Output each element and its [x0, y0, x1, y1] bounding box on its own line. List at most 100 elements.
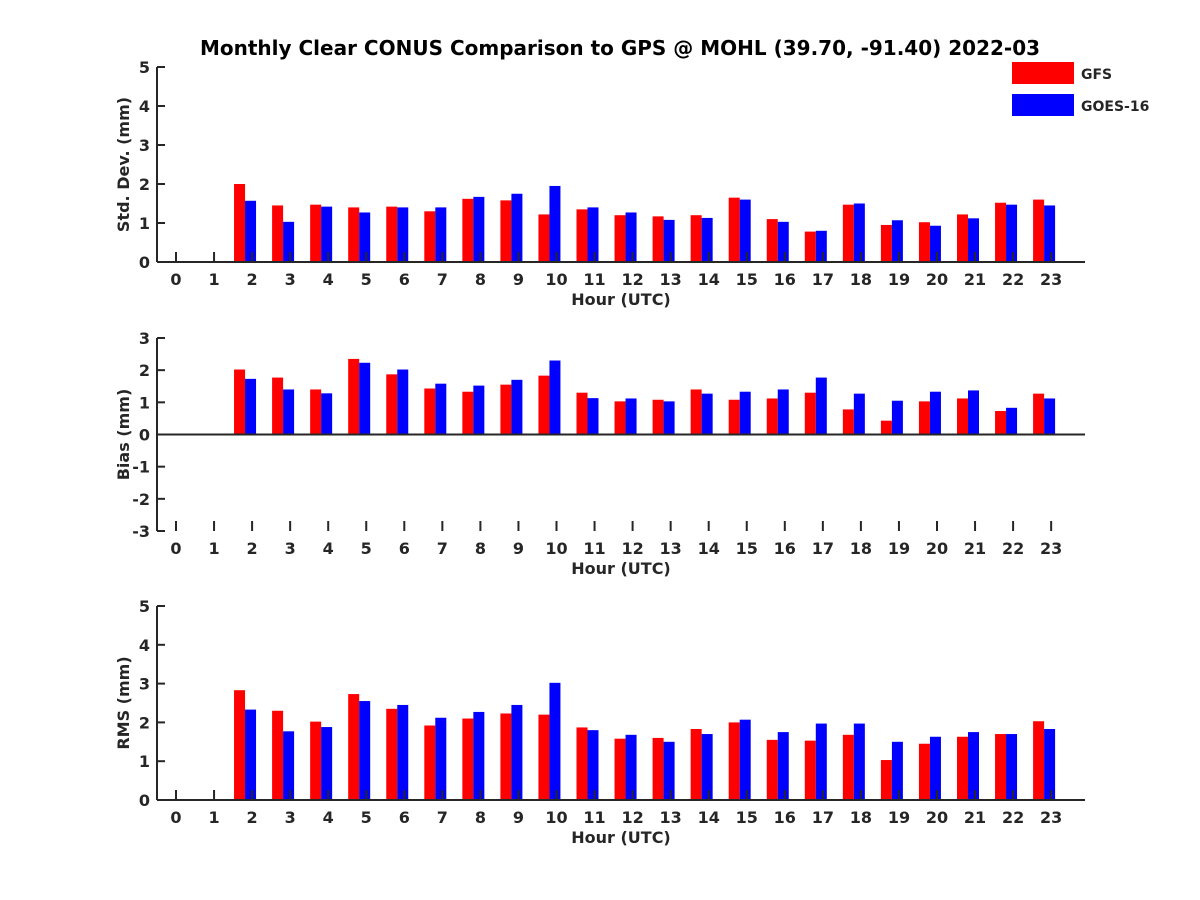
bar-goes-16-hour-7: [473, 196, 485, 262]
bar-goes-16-hour-20: [968, 732, 979, 800]
bar-goes-16-hour-19: [929, 391, 941, 435]
bar-goes-16-hour-3: [321, 393, 333, 435]
bar-goes-16-hour-13: [701, 734, 713, 800]
bar-goes-16-hour-21: [1006, 407, 1018, 435]
bar-goes-16-hour-17: [853, 393, 865, 435]
bar-gfs-hour-22: [1033, 721, 1045, 800]
bar-gfs-hour-1: [234, 369, 246, 435]
bar-gfs-hour-19: [918, 743, 930, 800]
x-tick-label: 5: [361, 539, 372, 558]
bar-goes-16-hour-3: [321, 727, 333, 800]
bar-gfs-hour-16: [804, 740, 816, 800]
x-tick-label: 9: [513, 270, 524, 289]
bar-goes-16-hour-8: [511, 379, 523, 435]
x-tick-label: 20: [926, 539, 948, 558]
y-axis-label: RMS (mm): [114, 656, 133, 749]
x-tick-label: 19: [888, 539, 910, 558]
bar-gfs-hour-18: [880, 420, 892, 435]
bar-gfs-hour-8: [500, 713, 512, 800]
bar-gfs-hour-13: [690, 215, 702, 262]
bar-gfs-hour-17: [842, 204, 854, 262]
bar-gfs-hour-13: [690, 389, 702, 435]
bar-gfs-hour-2: [272, 205, 284, 262]
x-axis-label: Hour (UTC): [571, 828, 671, 847]
x-tick-label: 11: [583, 808, 605, 827]
bar-gfs-hour-9: [538, 714, 550, 800]
x-tick-label: 15: [736, 539, 758, 558]
x-tick-label: 15: [736, 270, 758, 289]
bar-goes-16-hour-21: [1006, 204, 1018, 262]
bar-gfs-hour-3: [310, 389, 322, 435]
bar-gfs-hour-3: [310, 204, 322, 262]
bar-gfs-hour-2: [272, 710, 284, 800]
bar-goes-16-hour-8: [511, 193, 523, 262]
bar-goes-16-hour-7: [473, 385, 485, 435]
x-tick-label: 18: [850, 539, 872, 558]
legend-swatch-gfs: [1012, 62, 1074, 84]
y-tick-label: 0: [139, 426, 150, 445]
bar-goes-16-hour-19: [929, 736, 941, 800]
bar-goes-16-hour-5: [397, 207, 409, 262]
bar-goes-16-hour-18: [891, 400, 903, 435]
bar-goes-16-hour-5: [397, 704, 409, 800]
y-tick-label: 3: [139, 329, 150, 348]
x-tick-label: 6: [399, 539, 410, 558]
x-tick-label: 7: [437, 270, 448, 289]
bar-goes-16-hour-15: [777, 221, 789, 262]
bar-gfs-hour-4: [348, 358, 360, 435]
y-tick-label: 2: [139, 713, 150, 732]
x-tick-label: 22: [1002, 808, 1024, 827]
bar-goes-16-hour-20: [968, 218, 979, 262]
x-tick-label: 14: [698, 270, 720, 289]
bar-gfs-hour-20: [957, 214, 968, 262]
bar-gfs-hour-19: [918, 401, 930, 435]
x-tick-label: 7: [437, 808, 448, 827]
bar-gfs-hour-6: [424, 388, 436, 435]
x-tick-label: 18: [850, 808, 872, 827]
x-tick-label: 7: [437, 539, 448, 558]
legend-label-goes-16: GOES-16: [1081, 99, 1149, 115]
y-tick-label: -2: [132, 490, 150, 509]
bar-gfs-hour-20: [957, 398, 968, 435]
y-tick-label: 2: [139, 175, 150, 194]
bar-gfs-hour-9: [538, 214, 550, 262]
bar-goes-16-hour-18: [891, 741, 903, 800]
x-tick-label: 3: [285, 270, 296, 289]
bar-goes-16-hour-11: [625, 398, 637, 435]
bar-gfs-hour-16: [804, 231, 816, 262]
bar-goes-16-hour-1: [245, 200, 257, 262]
bar-gfs-hour-18: [880, 760, 892, 800]
bar-gfs-hour-21: [995, 411, 1007, 435]
bar-gfs-hour-21: [995, 202, 1007, 262]
bar-goes-16-hour-17: [853, 723, 865, 800]
bar-gfs-hour-11: [614, 215, 626, 262]
y-tick-label: 5: [139, 58, 150, 77]
bar-gfs-hour-22: [1033, 393, 1045, 435]
x-tick-label: 21: [964, 808, 986, 827]
bar-gfs-hour-6: [424, 211, 436, 262]
x-tick-label: 10: [545, 270, 567, 289]
x-tick-label: 20: [926, 270, 948, 289]
x-tick-label: 23: [1040, 270, 1062, 289]
bar-gfs-hour-15: [766, 398, 778, 435]
bar-gfs-hour-14: [728, 197, 740, 262]
y-axis-label: Bias (mm): [114, 389, 133, 481]
bar-gfs-hour-12: [652, 737, 664, 800]
x-tick-label: 1: [208, 539, 219, 558]
x-tick-label: 23: [1040, 539, 1062, 558]
bar-gfs-hour-10: [576, 727, 588, 800]
x-tick-label: 5: [361, 808, 372, 827]
x-tick-label: 19: [888, 808, 910, 827]
bar-gfs-hour-9: [538, 375, 550, 435]
x-tick-label: 17: [812, 270, 834, 289]
bar-goes-16-hour-12: [663, 401, 675, 435]
x-tick-label: 4: [323, 808, 334, 827]
x-tick-label: 13: [660, 539, 682, 558]
x-tick-label: 12: [621, 539, 643, 558]
bar-gfs-hour-16: [804, 392, 816, 435]
x-tick-label: 2: [247, 808, 258, 827]
legend: GFS GOES-16: [1012, 62, 1149, 116]
bar-goes-16-hour-2: [283, 731, 295, 800]
bar-gfs-hour-2: [272, 377, 284, 435]
